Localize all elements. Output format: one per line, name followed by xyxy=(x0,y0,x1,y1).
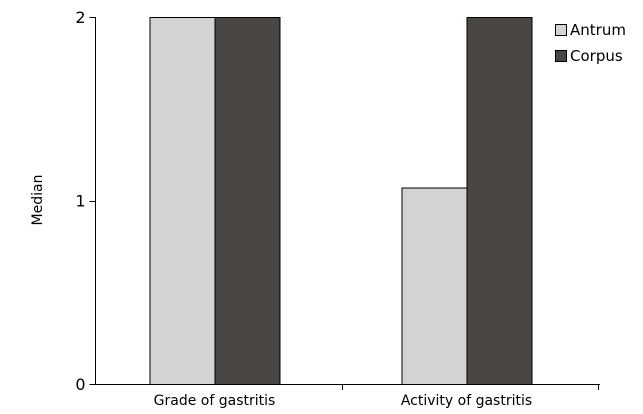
y-ticks: 0 1 2 xyxy=(75,8,96,394)
category-label-2: Activity of gastritis xyxy=(401,393,532,409)
category-label-1: Grade of gastritis xyxy=(154,393,276,409)
legend-swatch-antrum xyxy=(555,24,567,36)
bar-antrum-2 xyxy=(401,187,468,385)
bars xyxy=(149,17,533,385)
y-axis-title: Median xyxy=(30,175,46,226)
y-tick-label-0: 0 xyxy=(75,375,85,394)
y-tick-label-1: 1 xyxy=(75,192,85,211)
bar-corpus-1 xyxy=(214,17,281,385)
legend-swatch-corpus xyxy=(555,50,567,62)
bar-antrum-1 xyxy=(149,17,216,385)
y-tick-label-2: 2 xyxy=(75,8,85,27)
category-labels: Grade of gastritis Activity of gastritis xyxy=(154,393,532,409)
x-ticks xyxy=(342,384,599,390)
legend-label-corpus: Corpus xyxy=(570,47,623,65)
legend: Antrum Corpus xyxy=(555,21,626,65)
legend-label-antrum: Antrum xyxy=(570,21,626,39)
bar-corpus-2 xyxy=(466,17,533,385)
